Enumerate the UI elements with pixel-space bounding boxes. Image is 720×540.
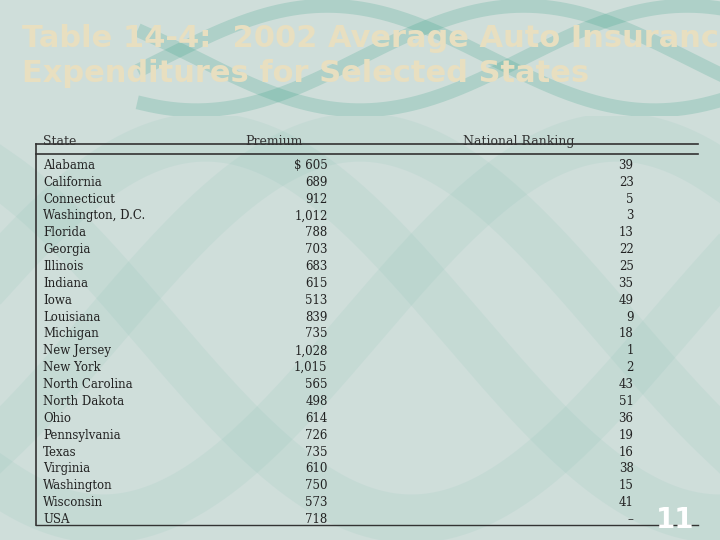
Text: 1,012: 1,012 [294, 210, 328, 222]
Text: Wisconsin: Wisconsin [43, 496, 104, 509]
Text: Georgia: Georgia [43, 243, 91, 256]
Text: 788: 788 [305, 226, 328, 239]
Text: 726: 726 [305, 429, 328, 442]
Text: 13: 13 [618, 226, 634, 239]
Text: State: State [43, 135, 76, 148]
Text: 35: 35 [618, 277, 634, 290]
Text: 16: 16 [618, 446, 634, 458]
Text: 912: 912 [305, 193, 328, 206]
Text: Iowa: Iowa [43, 294, 72, 307]
Text: 735: 735 [305, 446, 328, 458]
Text: 22: 22 [619, 243, 634, 256]
Text: 614: 614 [305, 412, 328, 425]
Text: $ 605: $ 605 [294, 159, 328, 172]
Text: Michigan: Michigan [43, 327, 99, 341]
Text: 25: 25 [618, 260, 634, 273]
Text: 703: 703 [305, 243, 328, 256]
Text: 19: 19 [618, 429, 634, 442]
Text: 565: 565 [305, 378, 328, 391]
Text: 36: 36 [618, 412, 634, 425]
Text: North Carolina: North Carolina [43, 378, 132, 391]
Text: 11: 11 [656, 506, 694, 534]
Text: 513: 513 [305, 294, 328, 307]
Text: 49: 49 [618, 294, 634, 307]
Text: Louisiana: Louisiana [43, 310, 101, 323]
Text: Connecticut: Connecticut [43, 193, 115, 206]
Text: 615: 615 [305, 277, 328, 290]
Text: Pennsylvania: Pennsylvania [43, 429, 121, 442]
Text: Ohio: Ohio [43, 412, 71, 425]
Text: 1,015: 1,015 [294, 361, 328, 374]
Text: National Ranking: National Ranking [463, 135, 574, 148]
Text: Texas: Texas [43, 446, 77, 458]
Text: 839: 839 [305, 310, 328, 323]
Text: Florida: Florida [43, 226, 86, 239]
Text: 735: 735 [305, 327, 328, 341]
Text: 498: 498 [305, 395, 328, 408]
Text: 610: 610 [305, 462, 328, 475]
Text: 43: 43 [618, 378, 634, 391]
Text: 689: 689 [305, 176, 328, 189]
Text: Indiana: Indiana [43, 277, 88, 290]
Text: Washington, D.C.: Washington, D.C. [43, 210, 145, 222]
Text: New York: New York [43, 361, 101, 374]
Text: 718: 718 [305, 513, 328, 526]
Text: 683: 683 [305, 260, 328, 273]
Text: –: – [628, 513, 634, 526]
Text: 38: 38 [618, 462, 634, 475]
Text: 573: 573 [305, 496, 328, 509]
Text: 1: 1 [626, 345, 634, 357]
Text: 41: 41 [618, 496, 634, 509]
Text: Premium: Premium [245, 135, 302, 148]
Text: 2: 2 [626, 361, 634, 374]
Text: 51: 51 [618, 395, 634, 408]
Text: North Dakota: North Dakota [43, 395, 125, 408]
Text: 18: 18 [619, 327, 634, 341]
Text: 15: 15 [618, 479, 634, 492]
Text: Virginia: Virginia [43, 462, 90, 475]
Text: Table 14-4:  2002 Average Auto Insurance
Expenditures for Selected States: Table 14-4: 2002 Average Auto Insurance … [22, 24, 720, 87]
Text: Washington: Washington [43, 479, 113, 492]
Text: Alabama: Alabama [43, 159, 95, 172]
Text: 3: 3 [626, 210, 634, 222]
Text: Illinois: Illinois [43, 260, 84, 273]
Text: USA: USA [43, 513, 70, 526]
Text: California: California [43, 176, 102, 189]
Text: 5: 5 [626, 193, 634, 206]
Text: 750: 750 [305, 479, 328, 492]
Text: 23: 23 [618, 176, 634, 189]
Text: New Jersey: New Jersey [43, 345, 111, 357]
Text: 1,028: 1,028 [294, 345, 328, 357]
Text: 39: 39 [618, 159, 634, 172]
Text: 9: 9 [626, 310, 634, 323]
